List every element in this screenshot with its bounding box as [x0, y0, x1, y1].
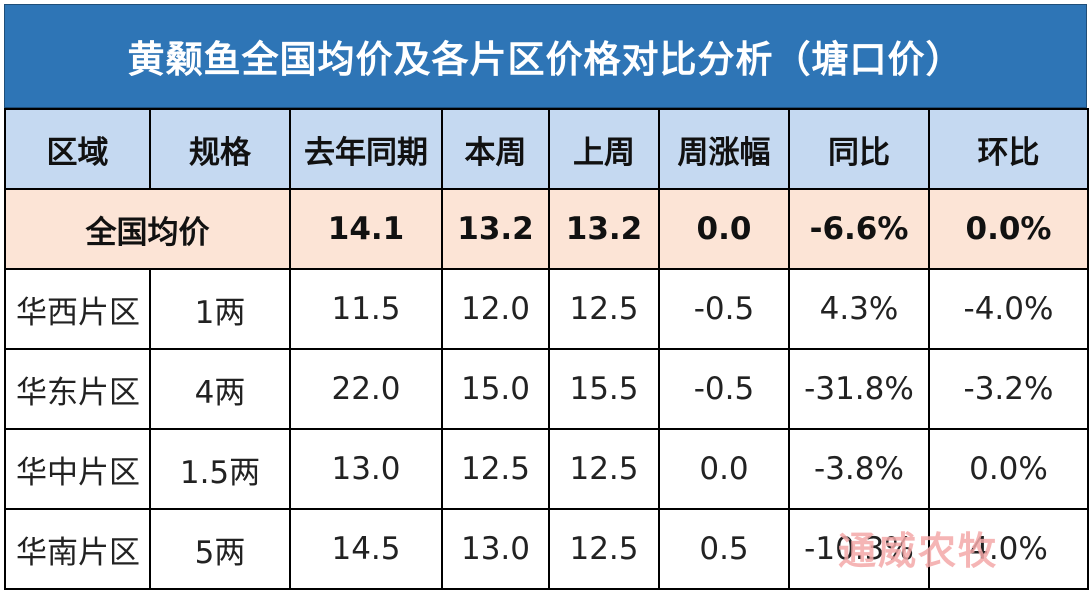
cell-this-week: 12.0 [441, 268, 550, 350]
cell-this-week: 13.0 [441, 508, 550, 590]
cell-spec: 1.5两 [149, 428, 291, 510]
cell-last-week: 12.5 [548, 268, 660, 350]
cell-weekly-change: 0.5 [658, 508, 790, 590]
cell-this-week: 13.2 [441, 188, 550, 270]
cell-mom: 4.0% [928, 508, 1089, 590]
cell-weekly-change: 0.0 [658, 428, 790, 510]
header-row: 区域 规格 去年同期 本周 上周 周涨幅 同比 环比 [4, 108, 1089, 190]
column-header-mom: 环比 [928, 108, 1089, 190]
table-title: 黄颡鱼全国均价及各片区价格对比分析（塘口价） [4, 4, 1087, 108]
cell-region: 华南片区 [4, 508, 151, 590]
table-row: 华南片区 5两 14.5 13.0 12.5 0.5 -10.3% 4.0% [4, 508, 1089, 590]
column-header-this-week: 本周 [441, 108, 550, 190]
cell-spec: 5两 [149, 508, 291, 590]
cell-weekly-change: 0.0 [658, 188, 790, 270]
price-comparison-table: 区域 规格 去年同期 本周 上周 周涨幅 同比 环比 全国均价 14.1 13.… [4, 108, 1089, 590]
cell-mom: -3.2% [928, 348, 1089, 430]
cell-last-week: 12.5 [548, 508, 660, 590]
cell-spec: 4两 [149, 348, 291, 430]
column-header-weekly-change: 周涨幅 [658, 108, 790, 190]
national-average-label: 全国均价 [4, 188, 291, 270]
table-row: 华东片区 4两 22.0 15.0 15.5 -0.5 -31.8% -3.2% [4, 348, 1089, 430]
cell-this-week: 12.5 [441, 428, 550, 510]
cell-last-week: 13.2 [548, 188, 660, 270]
national-average-row: 全国均价 14.1 13.2 13.2 0.0 -6.6% 0.0% [4, 188, 1089, 270]
cell-last-year: 13.0 [289, 428, 443, 510]
cell-region: 华西片区 [4, 268, 151, 350]
cell-last-year: 14.1 [289, 188, 443, 270]
cell-last-week: 12.5 [548, 428, 660, 510]
table-row: 华西片区 1两 11.5 12.0 12.5 -0.5 4.3% -4.0% [4, 268, 1089, 350]
cell-yoy: -31.8% [788, 348, 930, 430]
cell-last-year: 22.0 [289, 348, 443, 430]
table-row: 华中片区 1.5两 13.0 12.5 12.5 0.0 -3.8% 0.0% [4, 428, 1089, 510]
cell-region: 华中片区 [4, 428, 151, 510]
cell-spec: 1两 [149, 268, 291, 350]
cell-weekly-change: -0.5 [658, 268, 790, 350]
cell-this-week: 15.0 [441, 348, 550, 430]
cell-yoy: 4.3% [788, 268, 930, 350]
cell-last-year: 11.5 [289, 268, 443, 350]
column-header-yoy: 同比 [788, 108, 930, 190]
column-header-last-year: 去年同期 [289, 108, 443, 190]
cell-yoy: -10.3% [788, 508, 930, 590]
column-header-region: 区域 [4, 108, 151, 190]
column-header-last-week: 上周 [548, 108, 660, 190]
cell-yoy: -3.8% [788, 428, 930, 510]
cell-last-year: 14.5 [289, 508, 443, 590]
cell-weekly-change: -0.5 [658, 348, 790, 430]
cell-mom: 0.0% [928, 428, 1089, 510]
cell-last-week: 15.5 [548, 348, 660, 430]
column-header-spec: 规格 [149, 108, 291, 190]
cell-mom: 0.0% [928, 188, 1089, 270]
cell-region: 华东片区 [4, 348, 151, 430]
cell-mom: -4.0% [928, 268, 1089, 350]
cell-yoy: -6.6% [788, 188, 930, 270]
